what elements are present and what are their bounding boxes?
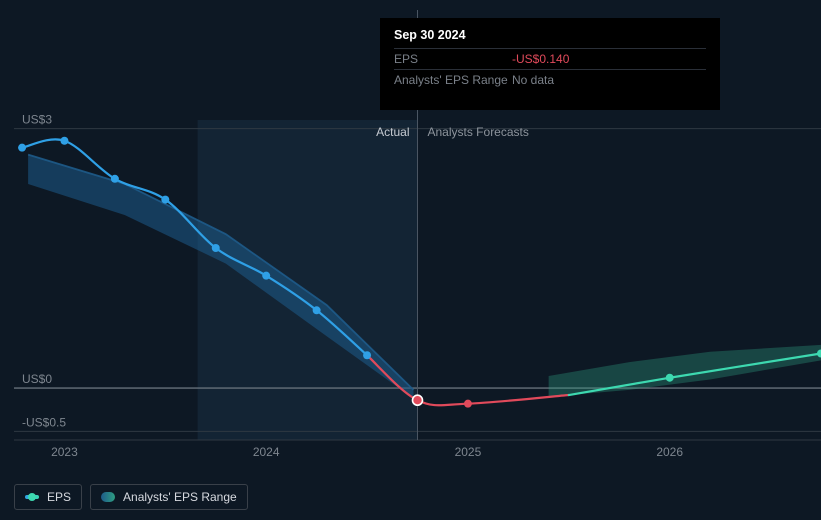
eps-swatch-icon [25,495,39,499]
eps-marker[interactable] [18,144,26,152]
eps-chart: US$3 US$0 -US$0.5 2023 2024 2025 2026 Actual Ana… [0,0,821,520]
tooltip-key: Analysts' EPS Range [394,73,512,87]
legend-label: Analysts' EPS Range [123,490,237,504]
eps-marker[interactable] [262,272,270,280]
legend-item-eps_range[interactable]: Analysts' EPS Range [90,484,248,510]
eps-marker[interactable] [111,175,119,183]
eps-marker[interactable] [60,137,68,145]
hover-tooltip: Sep 30 2024 EPS-US$0.140Analysts' EPS Ra… [380,18,720,110]
y-tick-label: US$3 [22,113,52,127]
x-tick-label: 2025 [455,445,482,459]
y-tick-label: US$0 [22,372,52,386]
x-tick-label: 2026 [656,445,683,459]
tooltip-row: Analysts' EPS RangeNo data [394,69,706,90]
region-label-forecast: Analysts Forecasts [428,125,529,139]
eps-marker[interactable] [161,196,169,204]
legend-item-eps[interactable]: EPS [14,484,82,510]
x-tick-label: 2023 [51,445,78,459]
tooltip-row: EPS-US$0.140 [394,48,706,69]
eps-marker[interactable] [313,306,321,314]
legend-label: EPS [47,490,71,504]
tooltip-value: -US$0.140 [512,52,569,66]
actual-shade [198,120,418,440]
x-tick-label: 2024 [253,445,280,459]
eps-marker[interactable] [363,351,371,359]
eps-marker[interactable] [666,374,674,382]
eps-marker[interactable] [464,400,472,408]
y-tick-label: -US$0.5 [22,415,66,429]
tooltip-key: EPS [394,52,512,66]
eps_range-swatch-icon [101,492,115,502]
tooltip-title: Sep 30 2024 [394,28,706,42]
legend: EPS Analysts' EPS Range [14,484,248,510]
eps-marker[interactable] [212,244,220,252]
region-label-actual: Actual [376,125,409,139]
eps-marker[interactable] [413,395,423,405]
tooltip-value: No data [512,73,554,87]
